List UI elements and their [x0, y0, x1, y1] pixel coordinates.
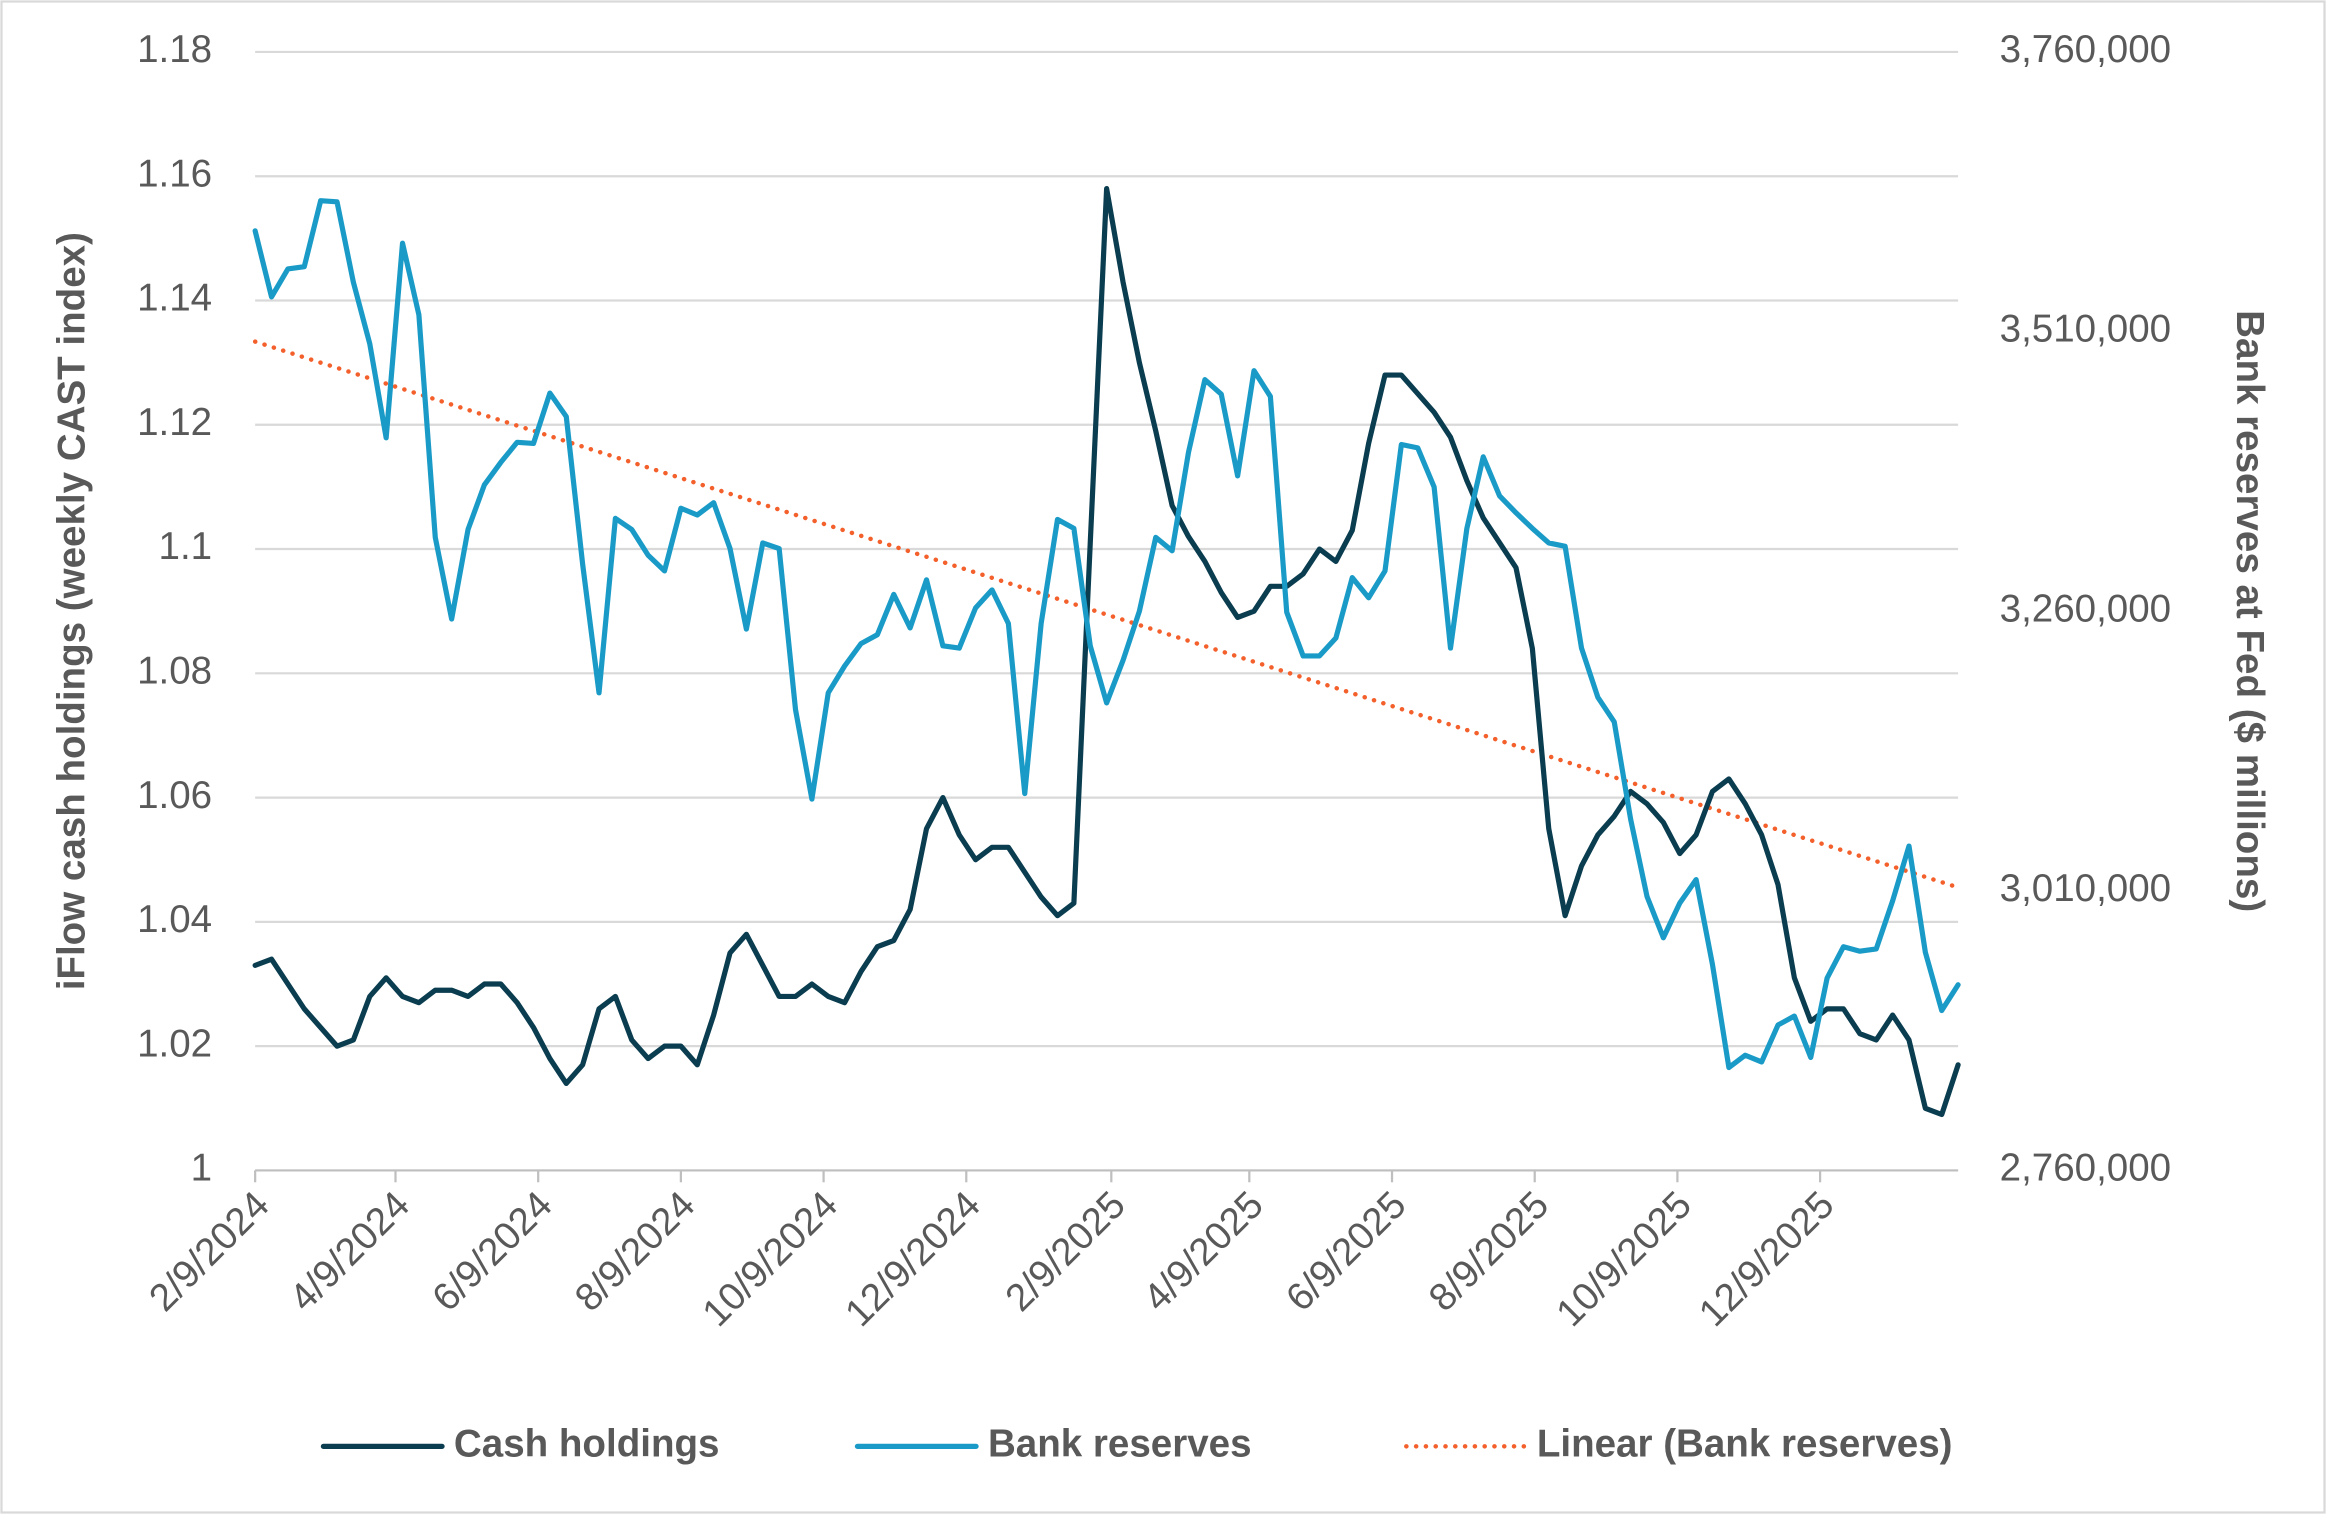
y-axis-title: iFlow cash holdings (weekly CAST index)	[50, 232, 93, 990]
y-tick-label: 1.18	[137, 28, 212, 71]
y-tick-label: 1.14	[137, 277, 212, 320]
series-line	[252, 186, 1961, 1118]
series-line	[252, 198, 1961, 1071]
y-tick-label: 1.04	[137, 898, 212, 941]
y-tick-label: 1.1	[159, 525, 213, 568]
y2-tick-label: 3,760,000	[2000, 28, 2172, 71]
legend-label: Cash holdings	[454, 1423, 720, 1466]
y2-tick-label: 3,260,000	[2000, 587, 2172, 630]
y-tick-label: 1.16	[137, 152, 212, 195]
y-tick-label: 1.02	[137, 1022, 212, 1065]
legend-label: Bank reserves	[988, 1423, 1252, 1466]
y2-tick-label: 3,510,000	[2000, 308, 2172, 351]
y2-tick-label: 2,760,000	[2000, 1147, 2172, 1190]
y-tick-label: 1.12	[137, 401, 212, 444]
y2-axis-title: Bank reserves at Fed ($ millions)	[2228, 310, 2271, 912]
legend-label: Linear (Bank reserves)	[1537, 1423, 1953, 1466]
y2-tick-label: 3,010,000	[2000, 867, 2172, 910]
y-tick-label: 1.06	[137, 774, 212, 817]
y-tick-label: 1	[191, 1147, 212, 1190]
y-tick-label: 1.08	[137, 650, 212, 693]
series-line	[252, 339, 1961, 890]
